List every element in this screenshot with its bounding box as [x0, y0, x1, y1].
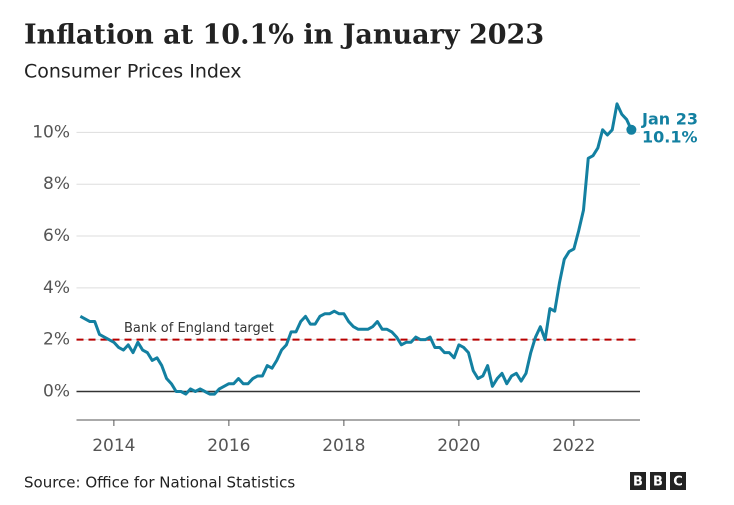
logo-letter: B — [653, 475, 663, 490]
x-tick-label: 2014 — [92, 436, 135, 456]
y-tick-label: 6% — [43, 226, 70, 246]
x-tick-label: 2018 — [322, 436, 365, 456]
reference-label: Bank of England target — [124, 321, 274, 336]
y-tick-label: 0% — [43, 381, 70, 401]
logo-letter: B — [633, 475, 643, 490]
logo — [630, 472, 686, 490]
x-tick-label: 2020 — [437, 436, 480, 456]
end-label: Jan 23 — [641, 109, 698, 128]
logo-box — [630, 472, 646, 490]
source: Source: Office for National Statistics — [24, 474, 295, 492]
end-value-label: 10.1% — [642, 127, 698, 146]
chart-subtitle: Consumer Prices Index — [24, 61, 242, 83]
logo-box — [670, 472, 686, 490]
line — [79, 102, 633, 396]
x-tick-label: 2016 — [207, 436, 250, 456]
logo-letter: C — [673, 475, 683, 490]
chart-title: Inflation at 10.1% in January 2023 — [24, 20, 544, 51]
x-tick-label: 2022 — [552, 436, 595, 456]
logo-box — [650, 472, 666, 490]
y-tick-label: 8% — [43, 174, 70, 194]
y-tick-label: 2% — [43, 330, 70, 350]
y-tick-label: 10% — [32, 122, 70, 142]
end-point — [626, 124, 637, 135]
y-tick-label: 4% — [43, 278, 70, 298]
